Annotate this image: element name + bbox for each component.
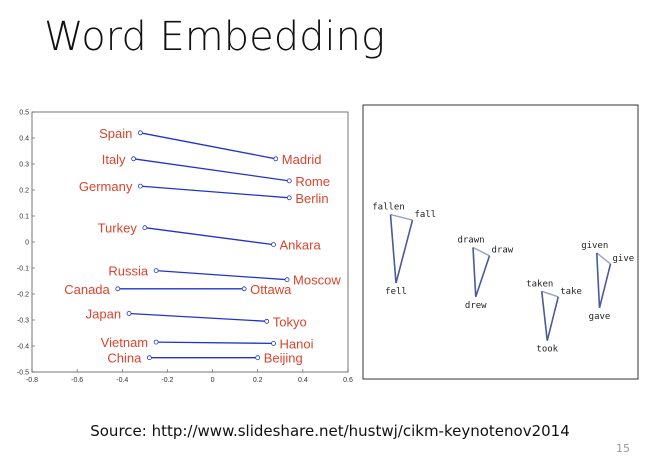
- capital-label: Madrid: [282, 152, 322, 167]
- pair-line: [133, 158, 290, 182]
- country-label: Spain: [99, 126, 132, 141]
- capital-label: Berlin: [295, 191, 328, 206]
- triangle-edge: [389, 214, 397, 284]
- country-point: [146, 355, 152, 361]
- y-tick-label: 0.3: [19, 162, 29, 169]
- pair-line: [156, 341, 274, 345]
- triangle-edge: [596, 252, 611, 265]
- triangle-edge: [472, 246, 490, 257]
- capital-label: Ottawa: [250, 282, 292, 297]
- capital-label: Moscow: [293, 273, 341, 288]
- country-label: China: [107, 351, 142, 366]
- capital-label: Hanoi: [280, 336, 314, 351]
- word-label: draw: [492, 246, 514, 256]
- source-citation: Source: http://www.slideshare.net/hustwj…: [90, 422, 570, 440]
- verb-tense-chart: fallen fall fell drawn draw drew taken take took…: [362, 104, 639, 380]
- country-point: [115, 286, 121, 292]
- x-tick-label: 0.4: [298, 377, 308, 384]
- country-label: Germany: [79, 179, 133, 194]
- triangle-edge: [540, 291, 549, 341]
- triangle-edge: [395, 219, 414, 284]
- y-tick-label: -0.2: [17, 292, 29, 299]
- word-label: drawn: [457, 235, 484, 245]
- triangle-edge: [472, 247, 477, 297]
- chart-marks: Spain Madrid Italy Rome Germany Berlin Turkey A…: [64, 126, 341, 366]
- country-label: Canada: [64, 282, 110, 297]
- x-tick-label: 0.2: [253, 377, 263, 384]
- word-label: take: [560, 287, 582, 297]
- country-point: [142, 225, 148, 231]
- triangle-edge: [541, 290, 559, 298]
- capital-label: Tokyo: [273, 314, 307, 329]
- word-label: fallen: [372, 203, 405, 213]
- y-tick-label: 0: [25, 240, 29, 247]
- word-label: give: [613, 254, 635, 264]
- pair-line: [140, 132, 276, 160]
- capital-point: [264, 318, 270, 324]
- y-tick-label: -0.5: [17, 370, 29, 377]
- capital-point: [286, 195, 292, 201]
- y-tick-label: 0.2: [19, 188, 29, 195]
- page-number: 15: [616, 442, 630, 455]
- capital-label: Rome: [295, 174, 330, 189]
- country-label: Vietnam: [101, 335, 148, 350]
- chart-axes: -0.8 -0.6 -0.4 -0.2 0 0.2 0.4 0.6 0.5 0.4 0.3 0.2 0.…: [17, 110, 353, 385]
- y-tick-label: 0.5: [19, 110, 29, 117]
- capital-point: [271, 242, 276, 248]
- slide-title: Word Embedding: [44, 14, 386, 60]
- word-label: given: [581, 241, 608, 251]
- country-label: Russia: [108, 264, 149, 279]
- capital-point: [273, 156, 279, 162]
- chart-frame: [362, 104, 639, 380]
- x-tick-label: 0: [211, 377, 215, 384]
- triangle-edge: [546, 296, 560, 341]
- country-point: [153, 339, 159, 345]
- x-tick-label: -0.8: [26, 377, 38, 384]
- country-point: [153, 268, 159, 274]
- word-label: took: [536, 345, 558, 355]
- y-tick-label: 0.4: [19, 136, 29, 143]
- x-tick-label: -0.4: [116, 377, 128, 384]
- country-label: Italy: [102, 152, 126, 167]
- country-point: [137, 130, 143, 136]
- country-point: [126, 311, 132, 316]
- pair-line: [144, 227, 274, 246]
- pair-line: [156, 269, 288, 281]
- word-label: fell: [385, 287, 407, 297]
- country-label: Japan: [86, 307, 121, 322]
- capital-point: [284, 277, 290, 283]
- word-label: gave: [589, 312, 611, 322]
- y-tick-label: 0.1: [19, 214, 29, 221]
- triangle-edge: [474, 255, 491, 298]
- x-tick-label: -0.6: [71, 377, 83, 384]
- word-label: fall: [415, 210, 437, 220]
- capital-point: [241, 286, 247, 292]
- x-tick-label: 0.6: [343, 377, 353, 384]
- word-label: taken: [526, 279, 553, 289]
- y-tick-label: -0.1: [17, 266, 29, 273]
- chart-marks: fallen fall fell drawn draw drew taken take took…: [372, 203, 634, 355]
- capital-label: Ankara: [280, 238, 322, 253]
- capital-point: [255, 355, 261, 361]
- word-label: drew: [465, 301, 487, 311]
- pair-line: [140, 185, 290, 199]
- country-point: [131, 156, 136, 162]
- pair-line: [129, 312, 267, 322]
- triangle-edge: [390, 213, 413, 221]
- capital-point: [286, 178, 292, 184]
- country-capital-chart: -0.8 -0.6 -0.4 -0.2 0 0.2 0.4 0.6 0.5 0.4 0.3 0.2 0.…: [17, 110, 353, 385]
- country-point: [137, 183, 143, 189]
- x-tick-label: -0.2: [161, 377, 173, 384]
- country-label: Turkey: [98, 221, 138, 236]
- triangle-edge: [598, 263, 612, 308]
- y-tick-label: -0.4: [17, 344, 29, 351]
- y-tick-label: -0.3: [17, 318, 29, 325]
- capital-point: [271, 340, 276, 346]
- capital-label: Beijing: [264, 351, 303, 366]
- triangle-edge: [595, 252, 601, 308]
